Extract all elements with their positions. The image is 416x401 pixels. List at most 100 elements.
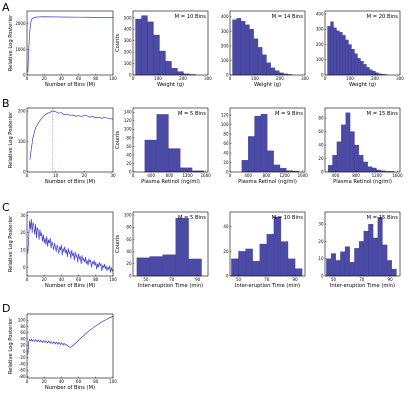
y-tick-label: 120	[221, 113, 229, 118]
histogram-bar	[349, 262, 355, 277]
histogram-bar	[168, 148, 181, 173]
y-tick-label: 100	[124, 61, 132, 66]
histogram-bar	[326, 258, 332, 277]
y-tick-label: 0	[321, 72, 324, 77]
histogram-3: 400 800 1200 1600 0 20 40 60 80 M = 15 Bins Plasma…	[318, 107, 403, 185]
histogram-bar	[367, 166, 373, 173]
histogram-2: 50 70 90 0 20 40 M = 10 Bins Inter-eruption Tim…	[223, 211, 306, 289]
y-tick-label: 300	[124, 38, 132, 43]
histogram-bar	[386, 260, 392, 277]
bin-count-annotation: M = 15 Bins	[367, 111, 399, 117]
y-tick-label: 20	[20, 230, 26, 235]
histogram-bar	[391, 268, 397, 277]
y-tick-label: 20	[223, 249, 229, 254]
x-tick-label: 400	[244, 173, 252, 178]
x-tick-label: 0	[132, 76, 135, 81]
histogram-bar	[135, 18, 142, 76]
histogram-bar	[144, 139, 157, 173]
histogram-axes-frame	[132, 211, 209, 277]
y-axis-label: Counts	[115, 131, 121, 149]
x-tick-label: 20	[42, 277, 48, 282]
histogram-bar	[180, 167, 193, 173]
x-tick-label: 1200	[279, 173, 290, 178]
x-tick-label: 100	[346, 76, 354, 81]
y-tick-label: 40	[223, 224, 229, 229]
x-tick-label: 0	[26, 379, 29, 384]
histogram-bar	[372, 237, 378, 277]
histogram-axes-frame	[132, 107, 209, 173]
histogram-bar	[330, 21, 334, 76]
bin-count-annotation: M = 20 Bins	[367, 14, 399, 20]
y-tick-label: 400	[124, 27, 132, 32]
histogram-bar	[159, 50, 166, 76]
histogram-bar	[351, 48, 355, 76]
histogram-bar	[371, 167, 377, 173]
histogram-bar	[260, 114, 268, 173]
posterior-plot: 0 10 20 30 0 100 200 Number of Bins (M) Relative…	[8, 107, 116, 185]
x-tick-label: 0	[26, 76, 29, 81]
y-tick-label: 200	[18, 108, 26, 113]
y-tick-label: -20	[19, 355, 26, 360]
y-tick-label: 1000	[15, 47, 26, 52]
histogram-bar	[147, 21, 154, 76]
x-tick-label: 200	[179, 76, 187, 81]
histogram-bar	[257, 47, 263, 76]
histogram-bar	[254, 115, 262, 173]
bin-count-annotation: M = 14 Bins	[272, 14, 304, 20]
y-tick-label: 0	[321, 169, 324, 174]
histogram-1: 0 100 200 300 0 100 200 300 400 500 M = 10 Bins Wei…	[115, 10, 212, 88]
x-axis-label: Weight (g)	[349, 82, 376, 88]
histogram-bar	[287, 258, 296, 277]
x-tick-label: 0	[26, 173, 29, 178]
histogram-bar	[369, 69, 373, 76]
histogram-bar	[363, 230, 369, 277]
y-tick-label: 0	[226, 169, 229, 174]
y-tick-label: 40	[20, 336, 26, 341]
x-tick-label: 200	[371, 76, 379, 81]
y-tick-label: 100	[316, 57, 324, 62]
y-tick-label: 0	[129, 273, 132, 278]
x-tick-label: 90	[293, 277, 299, 282]
histogram-1: 0 400 800 1200 1600 0 20 40 60 80 100 120 140 M = 5 B…	[115, 107, 212, 185]
histogram-axes-frame	[324, 107, 401, 173]
y-axis-label: Counts	[115, 34, 121, 52]
y-axis-label: Relative Log Posterior	[8, 215, 14, 272]
x-axis-label: Number of Bins (M)	[45, 82, 95, 88]
x-tick-label: 1600	[298, 173, 309, 178]
y-tick-label: 300	[221, 29, 229, 34]
y-tick-label: 0	[226, 273, 229, 278]
histogram-bar	[354, 248, 360, 277]
y-tick-label: 0	[23, 72, 26, 77]
histogram-bar	[252, 261, 260, 277]
histogram-bar	[358, 155, 364, 173]
x-tick-label: 80	[93, 277, 99, 282]
x-tick-label: 1600	[201, 173, 212, 178]
x-tick-label: 1600	[392, 173, 403, 178]
x-tick-label: 1200	[372, 173, 383, 178]
y-tick-label: 100	[18, 318, 26, 323]
histogram-bar	[262, 54, 267, 76]
histogram-bar	[136, 257, 150, 277]
histogram-bar	[249, 29, 254, 76]
y-tick-label: 0	[321, 273, 324, 278]
histogram-bar	[348, 44, 352, 76]
x-tick-label: 200	[276, 76, 284, 81]
y-tick-label: 30	[318, 222, 324, 227]
histogram-bar	[241, 159, 249, 173]
y-axis-label: Relative Log Posterior	[8, 111, 14, 168]
x-tick-label: 60	[76, 379, 82, 384]
histogram-bar	[366, 67, 370, 76]
y-tick-label: 20	[126, 261, 132, 266]
histogram-bar	[165, 61, 172, 76]
histogram-bar	[341, 124, 346, 173]
x-tick-label: 50	[331, 277, 337, 282]
histogram-3: 50 70 90 0 10 20 30 M = 15 Bins Inter-eruption T…	[318, 211, 401, 289]
histogram-bar	[266, 234, 275, 277]
y-tick-label: 0	[23, 265, 26, 270]
y-tick-label: 80	[126, 135, 132, 140]
y-tick-label: 0	[129, 169, 132, 174]
posterior-axes-frame	[26, 313, 114, 379]
